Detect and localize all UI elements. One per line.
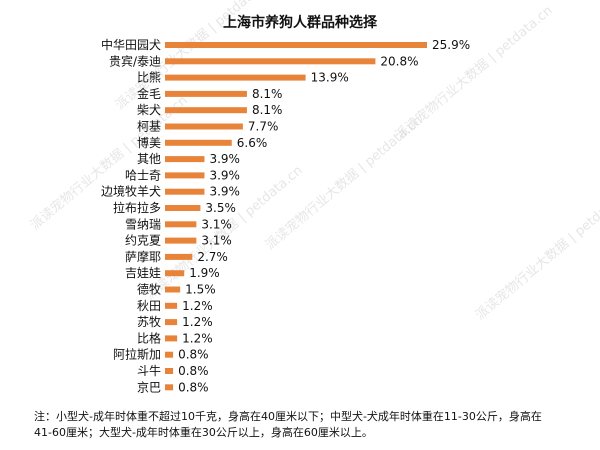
value-label: 1.5% <box>185 283 216 297</box>
bar <box>165 188 205 195</box>
bar <box>165 286 181 293</box>
bar <box>165 368 174 374</box>
watermark-text: 派读宠物行业大数据 | petdata.cn <box>392 2 555 143</box>
bar <box>165 74 306 81</box>
value-label: 1.2% <box>182 299 213 313</box>
category-label: 边境牧羊犬 <box>101 184 161 199</box>
bar <box>165 58 376 65</box>
value-label: 3.9% <box>209 185 240 199</box>
value-label: 3.9% <box>209 152 240 166</box>
bar <box>165 237 197 244</box>
value-label: 0.8% <box>178 364 209 378</box>
bar <box>165 90 247 97</box>
chart-title: 上海市养狗人群品种选择 <box>223 14 378 31</box>
value-label: 6.6% <box>237 136 267 150</box>
value-label: 13.9% <box>311 71 349 85</box>
value-label: 3.1% <box>201 217 232 231</box>
bar <box>165 123 243 130</box>
category-label: 德牧 <box>137 282 161 297</box>
category-label: 柯基 <box>137 120 161 134</box>
category-label: 苏牧 <box>137 315 161 329</box>
category-label: 斗牛 <box>137 363 161 378</box>
category-label: 金毛 <box>137 86 161 101</box>
bars-group: 中华田园犬 25.9% 贵宾/泰迪 20.8% 比熊 13.9% 金毛 8.1% 柴犬 8.1% 柯… <box>101 37 470 394</box>
chart-footnote: 注：小型犬-成年时体重不超过10千克，身高在40厘米以下；中型犬-犬成年时体重在… <box>34 410 542 439</box>
value-label: 8.1% <box>252 103 283 117</box>
bar <box>165 302 178 309</box>
watermark-text: 派读宠物行业大数据 | petdata.cn <box>472 182 600 323</box>
bar <box>165 172 205 179</box>
bar <box>165 351 174 358</box>
value-label: 7.7% <box>248 120 279 134</box>
value-label: 8.1% <box>252 87 283 101</box>
category-label: 柴犬 <box>137 103 161 117</box>
value-label: 20.8% <box>380 54 418 68</box>
bar <box>165 253 193 260</box>
value-label: 2.7% <box>197 250 228 264</box>
value-label: 3.1% <box>201 234 232 248</box>
category-label: 秋田 <box>137 299 161 313</box>
bar-chart: 派读宠物行业大数据 | petdata.cn 派读宠物行业大数据 | petdat… <box>27 0 600 394</box>
bar <box>165 156 205 163</box>
category-label: 拉布拉多 <box>113 200 161 215</box>
category-label: 中华田园犬 <box>101 37 161 52</box>
bar <box>165 205 201 211</box>
category-label: 博美 <box>137 135 161 150</box>
category-label: 约克夏 <box>125 233 161 248</box>
value-label: 3.9% <box>209 168 240 182</box>
bar <box>165 384 174 391</box>
watermark-text: 派读宠物行业大数据 | petdata.cn <box>27 92 190 233</box>
category-label: 比格 <box>137 330 161 345</box>
category-label: 雪纳瑞 <box>125 217 161 231</box>
category-label: 其他 <box>137 152 161 166</box>
category-label: 阿拉斯加 <box>113 347 161 362</box>
category-label: 贵宾/泰迪 <box>109 53 161 68</box>
bar <box>165 270 185 277</box>
value-label: 0.8% <box>178 380 209 394</box>
bar <box>165 42 427 48</box>
chart-canvas: 派读宠物行业大数据 | petdata.cn 派读宠物行业大数据 | petdat… <box>27 0 600 394</box>
category-label: 京巴 <box>137 380 161 394</box>
bar <box>165 107 247 114</box>
value-label: 1.2% <box>182 315 213 329</box>
bar <box>165 221 197 228</box>
value-label: 1.9% <box>189 266 220 280</box>
bar <box>165 319 178 326</box>
value-label: 0.8% <box>178 348 209 362</box>
category-label: 吉娃娃 <box>125 266 161 280</box>
value-label: 3.5% <box>205 201 236 215</box>
category-label: 比熊 <box>137 70 161 85</box>
value-label: 1.2% <box>182 331 213 345</box>
category-label: 萨摩耶 <box>125 249 161 264</box>
bar <box>165 139 232 146</box>
category-label: 哈士奇 <box>125 168 161 182</box>
bar <box>165 335 178 342</box>
value-label: 25.9% <box>432 38 470 52</box>
